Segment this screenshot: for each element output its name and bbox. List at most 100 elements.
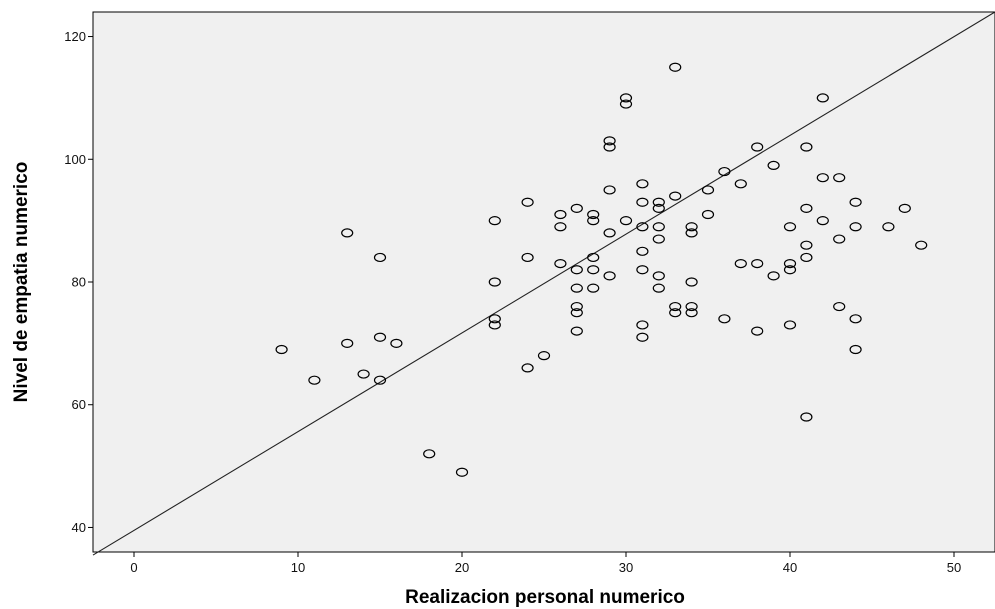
data-point (308, 375, 321, 385)
x-tick-label: 50 (947, 560, 961, 575)
y-tick-label: 40 (72, 520, 86, 535)
data-point (603, 136, 616, 146)
data-point (685, 308, 698, 318)
data-point (685, 228, 698, 238)
data-point (636, 179, 649, 189)
data-point (636, 222, 649, 232)
data-point (849, 344, 862, 355)
y-tick-label: 120 (64, 29, 86, 44)
data-point (521, 363, 534, 373)
data-point (587, 216, 600, 226)
data-point (570, 326, 583, 336)
data-point (537, 351, 551, 361)
data-point (488, 320, 501, 330)
data-point (636, 320, 649, 330)
data-point (570, 301, 583, 312)
data-point (587, 283, 600, 293)
data-point (652, 234, 665, 244)
data-point (718, 314, 731, 324)
x-tick-label: 40 (783, 560, 797, 575)
data-point (816, 93, 829, 103)
data-point (390, 338, 403, 348)
data-point (652, 222, 665, 232)
data-point (800, 412, 813, 422)
x-tick-label: 0 (130, 560, 137, 575)
data-point (554, 258, 567, 269)
y-tick-label: 100 (64, 152, 86, 167)
data-point (570, 283, 583, 293)
data-point (619, 93, 633, 103)
data-point (734, 258, 747, 269)
data-point (669, 308, 682, 318)
data-point (587, 209, 600, 220)
data-point (849, 314, 862, 324)
data-point (767, 160, 780, 171)
data-point (423, 449, 436, 459)
y-tick-label: 60 (72, 397, 86, 412)
data-point (603, 228, 616, 238)
data-point (816, 216, 829, 226)
data-point (652, 197, 665, 207)
data-point (751, 142, 764, 152)
data-point (619, 216, 633, 226)
data-point (783, 222, 797, 232)
data-point (685, 222, 698, 232)
y-tick-label: 80 (72, 275, 86, 290)
data-point (800, 142, 813, 152)
x-tick-label: 10 (291, 560, 305, 575)
data-point (488, 216, 501, 226)
data-point (488, 314, 501, 324)
chart-marks: 40 60 80 100 120 0 10 20 30 40 50 (64, 11, 995, 575)
data-point (357, 369, 370, 379)
data-point (669, 191, 682, 201)
data-point (603, 185, 616, 195)
data-point (685, 277, 698, 287)
data-point (783, 320, 797, 330)
data-point (767, 271, 780, 281)
data-point (554, 209, 567, 220)
data-point (833, 301, 846, 312)
data-point (373, 375, 387, 385)
data-point (521, 197, 534, 207)
data-point (783, 258, 797, 269)
data-point (341, 338, 354, 348)
data-point (373, 252, 387, 263)
data-point (800, 240, 813, 250)
data-point (521, 252, 534, 263)
data-point (636, 332, 649, 342)
data-point (636, 197, 649, 207)
data-point (751, 326, 764, 336)
data-point (570, 265, 583, 275)
data-point (603, 142, 616, 152)
data-point (669, 301, 682, 312)
data-point (373, 332, 387, 342)
data-point (701, 209, 715, 220)
x-tick-label: 20 (455, 560, 469, 575)
data-point (701, 185, 715, 195)
data-point (833, 173, 846, 183)
data-point (603, 271, 616, 281)
data-point (488, 277, 501, 287)
data-point (341, 228, 354, 238)
data-point (816, 173, 829, 183)
x-axis-title: Realizacion personal numerico (405, 587, 685, 608)
data-point (669, 62, 682, 72)
x-tick-label: 30 (619, 560, 633, 575)
data-point (882, 222, 895, 232)
data-point (652, 283, 665, 293)
y-axis-title: Nivel de empatia numerico (11, 162, 32, 403)
data-point (275, 344, 288, 355)
data-point (652, 271, 665, 281)
data-point (800, 252, 813, 263)
data-point (734, 179, 747, 189)
data-point (587, 265, 600, 275)
data-point (751, 258, 764, 269)
data-point (718, 166, 731, 177)
data-point (554, 222, 567, 232)
data-point (915, 240, 928, 250)
data-point (849, 197, 862, 207)
data-point (849, 222, 862, 232)
data-point (570, 203, 583, 213)
data-point (455, 467, 469, 477)
